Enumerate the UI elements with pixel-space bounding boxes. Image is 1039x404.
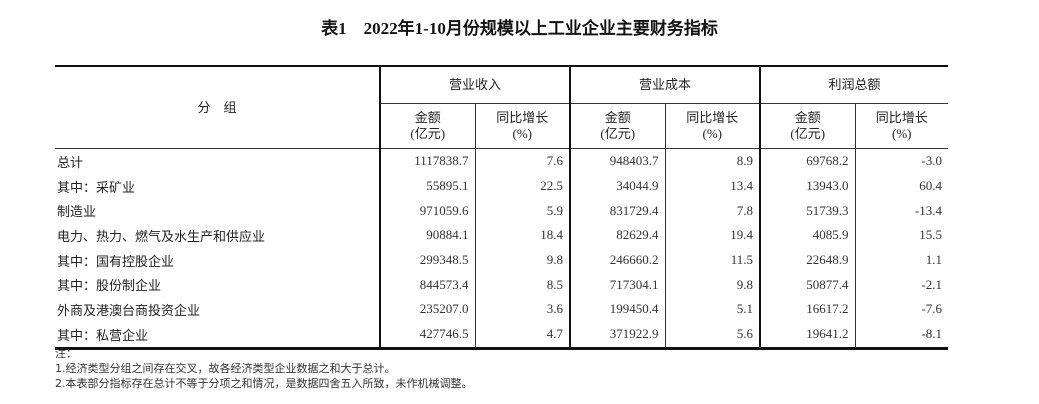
group-header: 分 组 [55,66,380,149]
row-label: 其中：股份制企业 [57,278,162,294]
growth-subheader: 同比增长 (%) [664,103,760,149]
growth-subheader: 同比增长 (%) [854,103,948,149]
amount-subheader: 金额 (亿元) [379,103,475,149]
table-row: 其中：采矿业 55895.1 22.5 34044.9 13.4 13943.0 60.4 [55,173,948,199]
growth-cell: 22.5 [474,173,570,199]
amount-cell: 948403.7 [569,148,665,174]
growth-cell: 11.5 [664,247,760,273]
note-2: 2.本表部分指标存在总计不等于分项之和情况，是数据四舍五入所致，未作机械调整。 [55,377,473,390]
growth-cell: 1.1 [854,247,948,273]
growth-cell: 60.4 [854,173,948,199]
amount-cell: 717304.1 [569,272,665,298]
growth-cell: -3.0 [854,148,948,174]
amount-cell: 69768.2 [759,148,855,174]
subheader-unit: (亿元) [600,126,636,141]
growth-cell: 18.4 [474,223,570,248]
notes: 注： 1.经济类型分组之间存在交叉，故各经济类型企业数据之和大于总计。 2.本表… [55,346,473,391]
table-title: 表1 2022年1-10月份规模以上工业企业主要财务指标 [321,19,718,38]
table-row: 制造业 971059.6 5.9 831729.4 7.8 51739.3 -13.4 [55,198,948,224]
subheader-label: 金额 [414,110,441,125]
subheader-label: 同比增长 [875,110,928,125]
amount-cell: 4085.9 [759,223,855,248]
growth-cell: 5.6 [664,321,760,348]
row-label: 总计 [57,154,84,170]
growth-cell: 7.6 [474,148,570,174]
amount-cell: 427746.5 [379,321,475,348]
growth-cell: 13.4 [664,173,760,199]
subheader-label: 金额 [604,110,631,125]
amount-cell: 13943.0 [759,173,855,199]
growth-cell: 8.9 [664,148,760,174]
amount-cell: 16617.2 [759,297,855,322]
amount-cell: 1117838.7 [379,148,475,174]
growth-cell: 5.1 [664,297,760,322]
amount-cell: 831729.4 [569,198,665,224]
amount-cell: 19641.2 [759,321,855,348]
growth-cell: -7.6 [854,297,948,322]
subheader-unit: (%) [702,126,723,141]
subheader-unit: (亿元) [790,126,826,141]
amount-subheader: 金额 (亿元) [759,103,855,149]
amount-subheader: 金额 (亿元) [569,103,665,149]
amount-cell: 299348.5 [379,247,475,273]
table-row: 外商及港澳台商投资企业 235207.0 3.6 199450.4 5.1 16617.2… [55,297,948,322]
subheader-unit: (%) [512,126,533,141]
growth-cell: 4.7 [474,321,570,348]
growth-cell: 19.4 [664,223,760,248]
amount-cell: 235207.0 [379,297,475,322]
growth-cell: 15.5 [854,223,948,248]
amount-cell: 199450.4 [569,297,665,322]
growth-cell: 9.8 [474,247,570,273]
subheader-label: 同比增长 [496,110,549,125]
row-label: 其中：私营企业 [57,327,149,343]
amount-cell: 51739.3 [759,198,855,224]
amount-cell: 22648.9 [759,247,855,273]
financial-indicators-table: 分 组 营业收入 营业成本 利润总额 金额 (亿元) 同比增长 (%) 金额 (亿元) 同比… [55,65,948,350]
growth-cell: 8.5 [474,272,570,298]
amount-cell: 55895.1 [379,173,475,199]
table-row: 其中：国有控股企业 299348.5 9.8 246660.2 11.5 22648.9 1… [55,247,948,273]
growth-cell: -13.4 [854,198,948,224]
growth-cell: 7.8 [664,198,760,224]
table-row: 其中：股份制企业 844573.4 8.5 717304.1 9.8 50877.4 -2.… [55,272,948,298]
table-row: 其中：私营企业 427746.5 4.7 371922.9 5.6 19641.2 -8.1 [55,321,948,348]
growth-cell: -2.1 [854,272,948,298]
amount-cell: 90884.1 [379,223,475,248]
row-label: 电力、热力、燃气及水生产和供应业 [57,228,266,244]
section-header-profit: 利润总额 [759,66,948,104]
table-row: 总计 1117838.7 7.6 948403.7 8.9 69768.2 -3.0 [55,148,948,174]
amount-cell: 246660.2 [569,247,665,273]
growth-cell: 5.9 [474,198,570,224]
amount-cell: 34044.9 [569,173,665,199]
section-header-cost: 营业成本 [569,66,760,104]
note-1: 1.经济类型分组之间存在交叉，故各经济类型企业数据之和大于总计。 [55,362,396,375]
growth-cell: 9.8 [664,272,760,298]
subheader-unit: (%) [892,126,912,141]
row-label: 外商及港澳台商投资企业 [57,302,201,318]
row-label: 其中：采矿业 [57,179,136,195]
notes-heading: 注： [55,347,77,360]
row-label: 其中：国有控股企业 [57,253,175,269]
growth-cell: 3.6 [474,297,570,322]
row-label: 制造业 [57,204,97,220]
amount-cell: 50877.4 [759,272,855,298]
amount-cell: 971059.6 [379,198,475,224]
subheader-unit: (亿元) [410,126,446,141]
growth-subheader: 同比增长 (%) [474,103,570,149]
subheader-label: 同比增长 [686,110,739,125]
subheader-label: 金额 [794,110,821,125]
section-header-revenue: 营业收入 [379,66,570,104]
table-row: 电力、热力、燃气及水生产和供应业 90884.1 18.4 82629.4 19.4 40… [55,223,948,248]
growth-cell: -8.1 [854,321,948,348]
amount-cell: 371922.9 [569,321,665,348]
amount-cell: 82629.4 [569,223,665,248]
amount-cell: 844573.4 [379,272,475,298]
